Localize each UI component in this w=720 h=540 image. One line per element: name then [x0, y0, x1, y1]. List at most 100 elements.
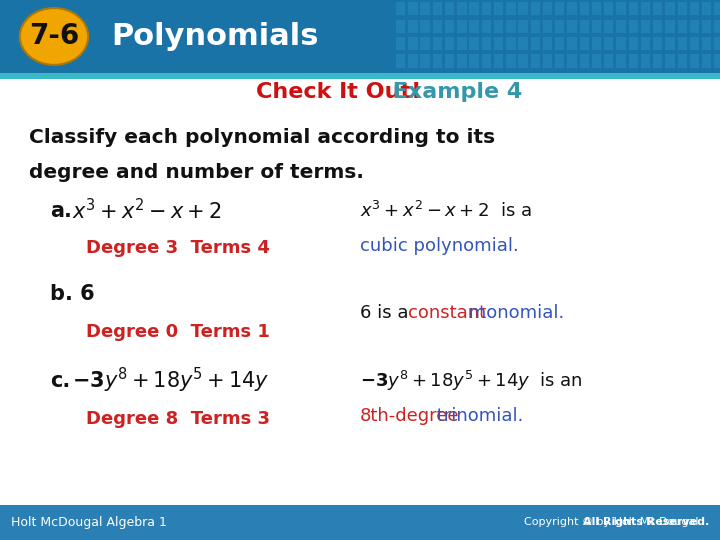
Bar [420, 54, 430, 68]
Bar [653, 54, 662, 68]
Bar [396, 19, 405, 33]
Bar [518, 54, 528, 68]
Bar [702, 19, 711, 33]
Bar [567, 19, 577, 33]
Bar [396, 37, 405, 50]
Bar [482, 37, 491, 50]
Bar [420, 37, 430, 50]
Bar [0, 505, 720, 540]
Bar [616, 19, 626, 33]
Bar [690, 54, 699, 68]
Bar [702, 2, 711, 16]
Bar [482, 19, 491, 33]
Text: 8th-degree: 8th-degree [360, 407, 459, 425]
Bar [665, 54, 675, 68]
Bar [494, 37, 503, 50]
Bar [592, 2, 601, 16]
Bar [445, 54, 454, 68]
Bar [567, 54, 577, 68]
Bar [408, 2, 418, 16]
Text: Classify each polynomial according to its: Classify each polynomial according to it… [29, 128, 495, 147]
Bar [555, 19, 564, 33]
Text: monomial.: monomial. [463, 304, 564, 322]
Text: Example 4: Example 4 [385, 82, 523, 102]
Bar [665, 19, 675, 33]
Bar [482, 54, 491, 68]
Bar [653, 19, 662, 33]
Bar [420, 2, 430, 16]
Bar [433, 2, 442, 16]
Bar [714, 2, 720, 16]
Bar [665, 2, 675, 16]
Bar [653, 2, 662, 16]
Text: $\mathbf{-3\it{y}^8 + 18\it{y}^5 + 14\it{y}}$  is an: $\mathbf{-3\it{y}^8 + 18\it{y}^5 + 14\it… [360, 369, 582, 393]
Bar [567, 2, 577, 16]
Bar [665, 37, 675, 50]
Bar [714, 37, 720, 50]
Bar [506, 2, 516, 16]
Text: constant: constant [408, 304, 487, 322]
Text: degree and number of terms.: degree and number of terms. [29, 163, 364, 183]
Bar [457, 2, 467, 16]
Text: $\mathbf{-3\it{y}^8 + 18\it{y}^5 + 14\it{y}}$: $\mathbf{-3\it{y}^8 + 18\it{y}^5 + 14\it… [72, 366, 269, 395]
Bar [531, 37, 540, 50]
Bar [494, 19, 503, 33]
Bar [629, 54, 638, 68]
Bar [678, 19, 687, 33]
Text: c.: c. [50, 370, 71, 391]
Bar [629, 37, 638, 50]
Bar [678, 54, 687, 68]
Bar [531, 2, 540, 16]
Bar [690, 19, 699, 33]
Text: Polynomials: Polynomials [112, 22, 319, 51]
Bar [396, 54, 405, 68]
Bar [518, 37, 528, 50]
Bar [629, 2, 638, 16]
Text: 7-6: 7-6 [29, 23, 79, 50]
Bar [469, 2, 479, 16]
Bar [543, 54, 552, 68]
Bar [580, 37, 589, 50]
Bar [714, 54, 720, 68]
Bar [604, 2, 613, 16]
Bar [641, 2, 650, 16]
Bar [408, 19, 418, 33]
Bar [604, 19, 613, 33]
Bar [616, 2, 626, 16]
Bar [457, 37, 467, 50]
Bar [445, 2, 454, 16]
Bar [555, 2, 564, 16]
Bar [506, 54, 516, 68]
Text: Degree 8  Terms 3: Degree 8 Terms 3 [86, 409, 271, 428]
Bar [543, 19, 552, 33]
Bar [641, 37, 650, 50]
Bar [592, 54, 601, 68]
Bar [690, 2, 699, 16]
Bar [592, 19, 601, 33]
Bar [506, 19, 516, 33]
Bar [641, 19, 650, 33]
Text: $\it{x}^3 + \it{x}^2 - \it{x} + 2$  is a: $\it{x}^3 + \it{x}^2 - \it{x} + 2$ is a [360, 200, 532, 221]
Bar [702, 37, 711, 50]
Bar [494, 54, 503, 68]
Bar [702, 54, 711, 68]
Bar [396, 2, 405, 16]
Bar [543, 2, 552, 16]
Bar [580, 54, 589, 68]
Bar [420, 19, 430, 33]
Bar [567, 37, 577, 50]
Bar [616, 54, 626, 68]
Bar [580, 2, 589, 16]
Bar [408, 54, 418, 68]
Bar [494, 2, 503, 16]
Bar [641, 54, 650, 68]
Bar [445, 37, 454, 50]
Bar [469, 19, 479, 33]
Bar [433, 19, 442, 33]
Bar [653, 37, 662, 50]
Bar [433, 37, 442, 50]
Text: Degree 0  Terms 1: Degree 0 Terms 1 [86, 323, 270, 341]
Bar [543, 37, 552, 50]
Text: b. 6: b. 6 [50, 284, 95, 305]
Bar [592, 37, 601, 50]
